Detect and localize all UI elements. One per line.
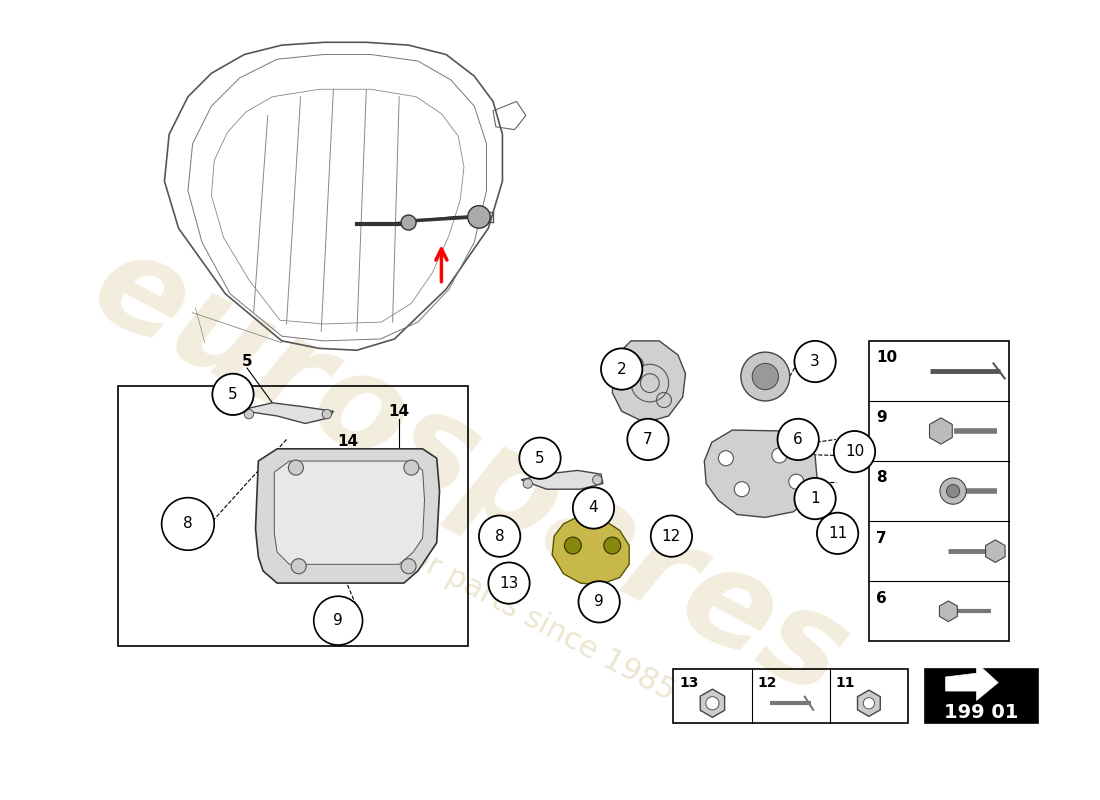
Circle shape [579,582,619,622]
Text: 199 01: 199 01 [944,703,1019,722]
Polygon shape [939,601,957,622]
Circle shape [314,596,363,645]
Circle shape [292,558,306,574]
Circle shape [789,474,804,490]
Text: 3: 3 [811,354,819,369]
Circle shape [519,438,561,479]
Circle shape [651,515,692,557]
Text: 9: 9 [333,613,343,628]
Circle shape [772,448,786,463]
Circle shape [817,513,858,554]
Circle shape [718,450,734,466]
Polygon shape [552,514,629,585]
Circle shape [604,537,620,554]
Text: 14: 14 [337,434,359,449]
Circle shape [834,431,876,472]
Circle shape [573,487,614,529]
Text: 8: 8 [183,517,192,531]
Text: 9: 9 [876,410,887,426]
Text: 5: 5 [242,354,252,369]
Text: eurospares: eurospares [72,220,868,724]
Text: 11: 11 [828,526,847,541]
Circle shape [478,515,520,557]
Text: 12: 12 [662,529,681,544]
Circle shape [735,482,749,497]
Text: 10: 10 [876,350,898,366]
Circle shape [706,697,719,710]
Text: 11: 11 [835,676,855,690]
Circle shape [322,410,331,418]
Circle shape [212,374,254,415]
Polygon shape [986,540,1005,562]
Text: 5: 5 [536,450,544,466]
Text: 6: 6 [793,432,803,447]
Text: 7: 7 [644,432,652,447]
Circle shape [946,485,959,498]
Circle shape [404,460,419,475]
Circle shape [488,562,530,604]
Bar [869,341,1010,642]
Circle shape [593,475,602,485]
Text: 8: 8 [876,470,887,486]
Text: a passion for parts since 1985: a passion for parts since 1985 [260,464,680,706]
Text: 14: 14 [388,404,409,418]
Text: 6: 6 [876,590,887,606]
Polygon shape [255,449,440,583]
Text: 8: 8 [495,529,505,544]
Polygon shape [613,341,685,422]
Text: 4: 4 [588,501,598,515]
Circle shape [468,206,491,228]
Circle shape [288,460,304,475]
Polygon shape [930,418,953,444]
Circle shape [402,215,416,230]
Circle shape [564,537,581,554]
Circle shape [162,498,214,550]
Circle shape [741,352,790,401]
Bar [925,669,1037,723]
Text: 2: 2 [617,362,627,377]
Polygon shape [521,470,603,490]
Polygon shape [701,689,725,718]
Text: 13: 13 [499,575,519,590]
Text: 12: 12 [757,676,777,690]
Text: 7: 7 [876,530,887,546]
Circle shape [601,348,642,390]
Bar [673,669,907,723]
Text: 10: 10 [845,444,865,459]
Polygon shape [858,690,880,717]
Bar [118,386,468,646]
Text: 9: 9 [594,594,604,610]
Polygon shape [704,430,817,518]
Circle shape [794,478,836,519]
Circle shape [627,418,669,460]
Circle shape [752,363,779,390]
Polygon shape [946,663,998,701]
Text: 5: 5 [228,387,238,402]
Polygon shape [240,403,333,423]
Circle shape [524,479,532,488]
Circle shape [864,698,874,709]
Circle shape [402,558,416,574]
Text: 1: 1 [811,491,819,506]
Circle shape [939,478,966,504]
Circle shape [244,410,254,418]
Circle shape [794,341,836,382]
Text: 13: 13 [679,676,699,690]
Circle shape [778,418,818,460]
Polygon shape [274,461,425,564]
